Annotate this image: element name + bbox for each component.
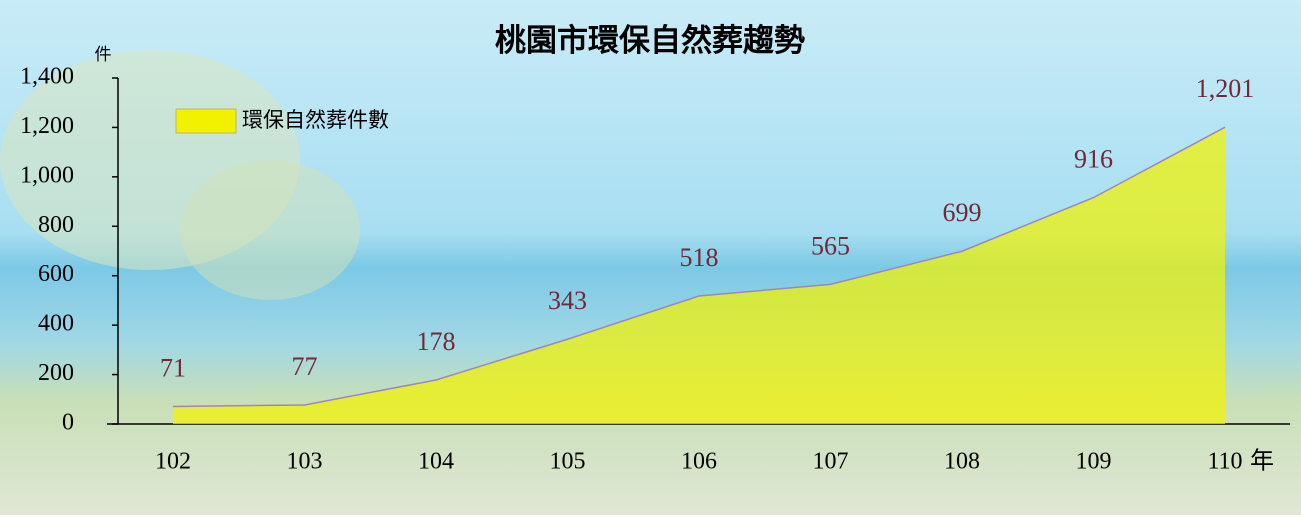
data-label: 71 xyxy=(160,353,186,382)
y-tick-label: 400 xyxy=(38,311,74,337)
x-tick-label: 107 xyxy=(813,449,849,475)
data-label: 565 xyxy=(811,231,850,260)
area-line xyxy=(172,126,1226,408)
data-label: 699 xyxy=(943,198,982,227)
y-axis-label: 件 xyxy=(95,45,112,64)
data-label: 916 xyxy=(1074,145,1113,174)
x-tick-label: 104 xyxy=(418,449,454,475)
y-tick-label: 1,400 xyxy=(20,64,74,90)
y-tick-label: 1,200 xyxy=(20,113,74,139)
data-label: 1,201 xyxy=(1196,74,1255,103)
x-tick-label: 110 xyxy=(1207,449,1242,475)
legend-label: 環保自然葬件數 xyxy=(242,108,389,132)
y-tick-label: 0 xyxy=(62,410,74,436)
x-tick-label: 106 xyxy=(681,449,717,475)
area xyxy=(173,127,1225,424)
y-tick-label: 800 xyxy=(38,212,74,238)
y-tick-label: 200 xyxy=(38,360,74,386)
data-label: 518 xyxy=(680,243,719,272)
x-tick-label: 108 xyxy=(944,449,980,475)
data-label: 343 xyxy=(548,286,587,315)
x-tick-label: 109 xyxy=(1076,449,1112,475)
tree-decoration xyxy=(180,160,360,300)
y-tick-label: 600 xyxy=(38,261,74,287)
legend-swatch xyxy=(175,108,237,134)
x-tick-label: 103 xyxy=(287,449,323,475)
data-label: 178 xyxy=(417,327,456,356)
data-label: 77 xyxy=(292,352,318,381)
x-axis-label: 年 xyxy=(1250,448,1274,475)
y-tick-label: 1,000 xyxy=(20,162,74,188)
x-tick-label: 105 xyxy=(550,449,586,475)
chart-title: 桃園市環保自然葬趨勢 xyxy=(495,23,805,58)
x-tick-label: 102 xyxy=(155,449,191,475)
